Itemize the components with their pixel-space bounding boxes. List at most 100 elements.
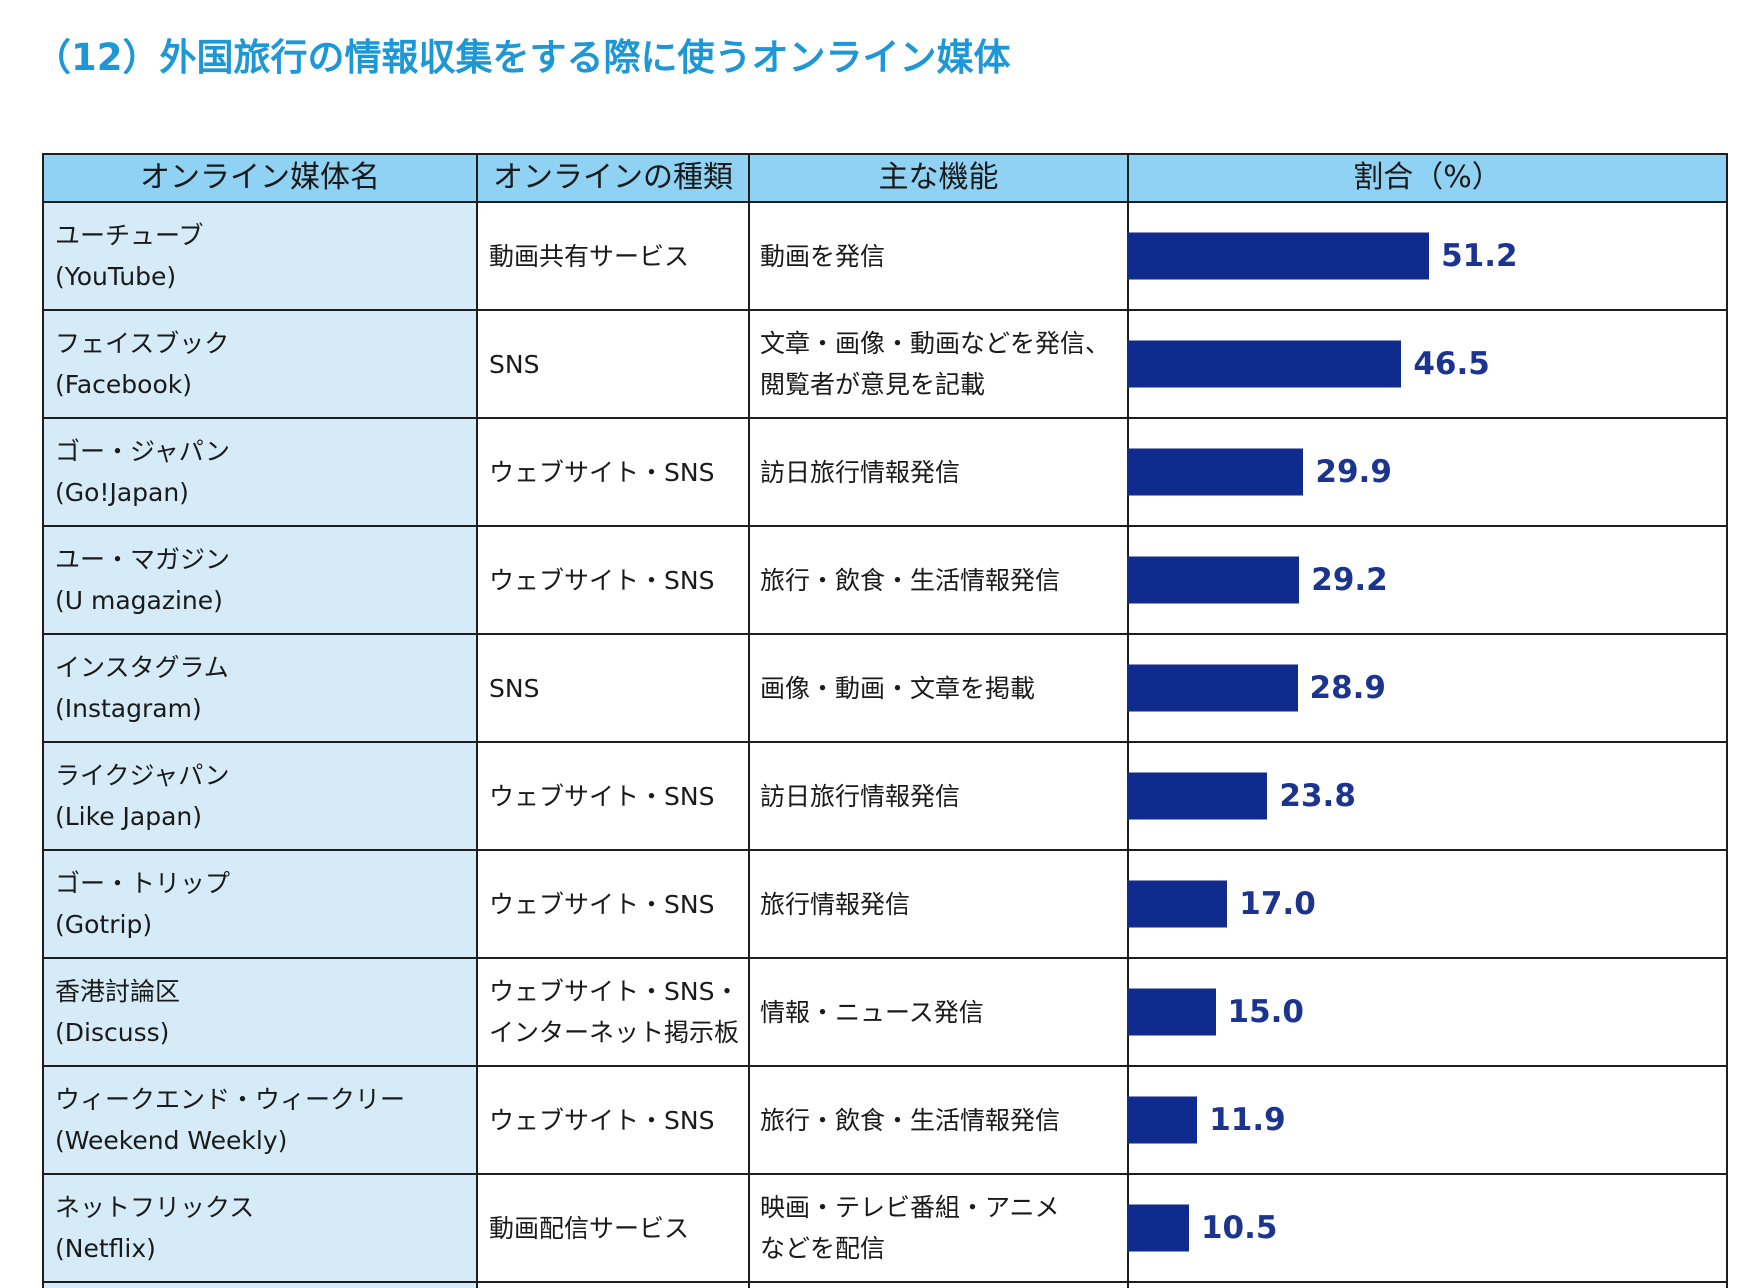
media-name-cell: ライクジャパン (Like Japan) <box>44 743 478 851</box>
media-type: ウェブサイト・SNS <box>489 889 715 919</box>
media-function: 画像・動画・文章を掲載 <box>760 673 1036 703</box>
media-function: 動画を発信 <box>760 241 886 271</box>
media-function: 情報・ニュース発信 <box>760 997 984 1027</box>
media-name: ウィークエンド・ウィークリー <box>55 1085 406 1114</box>
table-row: ウィークエンド・ウィークリー (Weekend Weekly) ウェブサイト・SNS… <box>44 1067 1728 1175</box>
media-function-cell: 画像・動画・文章を掲載 <box>750 635 1129 743</box>
share-cell: 23.8 <box>1127 743 1728 851</box>
media-name: ゴー・トリップ <box>55 869 231 898</box>
media-name-cell: ウィークエンド・ウィークリー (Weekend Weekly) <box>44 1067 478 1175</box>
media-name-cell: インスタグラム (Instagram) <box>44 635 478 743</box>
value-label: 29.2 <box>1311 562 1388 598</box>
media-name-cell: フェイスブック (Facebook) <box>44 311 478 419</box>
bar <box>1127 772 1268 820</box>
table-header-row: オンライン媒体名 オンラインの種類 主な機能 割合（%） <box>44 155 1728 203</box>
media-name-cell: 香港討論区 (Discuss) <box>44 959 478 1067</box>
continuation-cell <box>1129 1283 1728 1288</box>
media-type-cell: ウェブサイト・SNS <box>478 1067 750 1175</box>
media-name-en: (Instagram) <box>55 694 202 723</box>
media-name: ユーチューブ <box>55 221 204 250</box>
share-cell: 46.5 <box>1127 311 1728 419</box>
media-function-cell: 旅行・飲食・生活情報発信 <box>750 527 1129 635</box>
media-function-cell: 動画を発信 <box>750 203 1129 311</box>
media-function-cell: 旅行・飲食・生活情報発信 <box>750 1067 1129 1175</box>
media-table: オンライン媒体名 オンラインの種類 主な機能 割合（%） ユーチューブ (YouT… <box>42 153 1728 1288</box>
value-label: 23.8 <box>1279 778 1356 814</box>
table-row: ゴー・トリップ (Gotrip) ウェブサイト・SNS 旅行情報発信 17.0 <box>44 851 1728 959</box>
value-label: 10.5 <box>1200 1210 1278 1246</box>
continuation-cell <box>750 1283 1129 1288</box>
bar <box>1127 988 1216 1036</box>
media-function-cell: 映画・テレビ番組・アニメ などを配信 <box>750 1175 1129 1283</box>
media-name-en: (Netflix) <box>55 1234 156 1263</box>
bar <box>1127 1096 1198 1144</box>
media-name-cell: ゴー・ジャパン (Go!Japan) <box>44 419 478 527</box>
media-name: ユー・マガジン <box>55 545 231 574</box>
media-type: 動画共有サービス <box>489 241 690 271</box>
table-row: ユー・マガジン (U magazine) ウェブサイト・SNS 旅行・飲食・生活情報発… <box>44 527 1728 635</box>
media-function: 訪日旅行情報発信 <box>760 457 961 487</box>
table-row: ネットフリックス (Netflix) 動画配信サービス 映画・テレビ番組・アニメ などを… <box>44 1175 1728 1283</box>
media-function-cell: 訪日旅行情報発信 <box>750 419 1129 527</box>
value-label: 29.9 <box>1315 454 1392 490</box>
media-type-cell: SNS <box>478 635 750 743</box>
media-function: などを配信 <box>760 1234 886 1263</box>
share-cell: 10.5 <box>1127 1175 1728 1283</box>
media-name-cell: ユー・マガジン (U magazine) <box>44 527 478 635</box>
value-label: 17.0 <box>1239 886 1316 922</box>
bar <box>1127 664 1298 712</box>
value-label: 28.9 <box>1309 670 1387 706</box>
table-row: ユーチューブ (YouTube) 動画共有サービス 動画を発信 51.2 <box>44 203 1728 311</box>
continuation-cell <box>44 1283 478 1288</box>
page-title: （12）外国旅行の情報収集をする際に使うオンライン媒体 <box>34 36 1011 79</box>
media-name-en: (Weekend Weekly) <box>55 1126 288 1155</box>
bar <box>1127 448 1304 496</box>
share-cell: 17.0 <box>1127 851 1728 959</box>
media-name-en: (U magazine) <box>55 586 223 615</box>
bar <box>1127 340 1402 388</box>
table-row: ゴー・ジャパン (Go!Japan) ウェブサイト・SNS 訪日旅行情報発信 29.9 <box>44 419 1728 527</box>
share-cell: 11.9 <box>1127 1067 1728 1175</box>
column-header-media-name: オンライン媒体名 <box>44 155 478 203</box>
bar <box>1127 880 1228 928</box>
media-function: 旅行・飲食・生活情報発信 <box>760 565 1061 595</box>
media-name: ゴー・ジャパン <box>55 437 231 466</box>
media-name: 香港討論区 <box>55 977 181 1006</box>
column-header-function: 主な機能 <box>750 155 1129 203</box>
media-type: ウェブサイト・SNS <box>489 457 715 487</box>
media-name: ライクジャパン <box>55 761 230 790</box>
media-function-cell: 旅行情報発信 <box>750 851 1129 959</box>
media-name-en: (YouTube) <box>55 262 177 291</box>
value-label: 46.5 <box>1413 346 1490 382</box>
media-type: SNS <box>489 349 540 379</box>
media-type: ウェブサイト・SNS・ <box>489 977 740 1006</box>
media-name-cell: ネットフリックス (Netflix) <box>44 1175 478 1283</box>
media-name: ネットフリックス <box>55 1193 255 1222</box>
media-type: インターネット掲示板 <box>489 1018 740 1047</box>
bar <box>1127 232 1430 280</box>
media-function: 映画・テレビ番組・アニメ <box>760 1193 1060 1222</box>
media-function: 訪日旅行情報発信 <box>760 781 961 811</box>
table-row: 香港討論区 (Discuss) ウェブサイト・SNS・ インターネット掲示板 情報・ニュ… <box>44 959 1728 1067</box>
continuation-cell <box>478 1283 750 1288</box>
media-function: 旅行・飲食・生活情報発信 <box>760 1105 1061 1135</box>
media-function-cell: 訪日旅行情報発信 <box>750 743 1129 851</box>
column-header-media-type: オンラインの種類 <box>478 155 750 203</box>
media-type-cell: 動画共有サービス <box>478 203 750 311</box>
table-row: ライクジャパン (Like Japan) ウェブサイト・SNS 訪日旅行情報発信 23.… <box>44 743 1728 851</box>
media-name: インスタグラム <box>55 653 229 682</box>
media-name-en: (Facebook) <box>55 370 192 399</box>
media-type-cell: ウェブサイト・SNS <box>478 527 750 635</box>
table-body: ユーチューブ (YouTube) 動画共有サービス 動画を発信 51.2 フェイスブック (… <box>44 203 1728 1283</box>
media-name-cell: ユーチューブ (YouTube) <box>44 203 478 311</box>
media-name: フェイスブック <box>55 329 230 358</box>
media-type-cell: ウェブサイト・SNS・ インターネット掲示板 <box>478 959 750 1067</box>
value-label: 51.2 <box>1441 238 1518 274</box>
share-cell: 28.9 <box>1127 635 1728 743</box>
media-type-cell: ウェブサイト・SNS <box>478 419 750 527</box>
media-name-en: (Like Japan) <box>55 802 203 831</box>
media-type-cell: ウェブサイト・SNS <box>478 743 750 851</box>
share-cell: 15.0 <box>1127 959 1728 1067</box>
bar <box>1127 556 1300 604</box>
media-function-cell: 文章・画像・動画などを発信、 閲覧者が意見を記載 <box>750 311 1129 419</box>
